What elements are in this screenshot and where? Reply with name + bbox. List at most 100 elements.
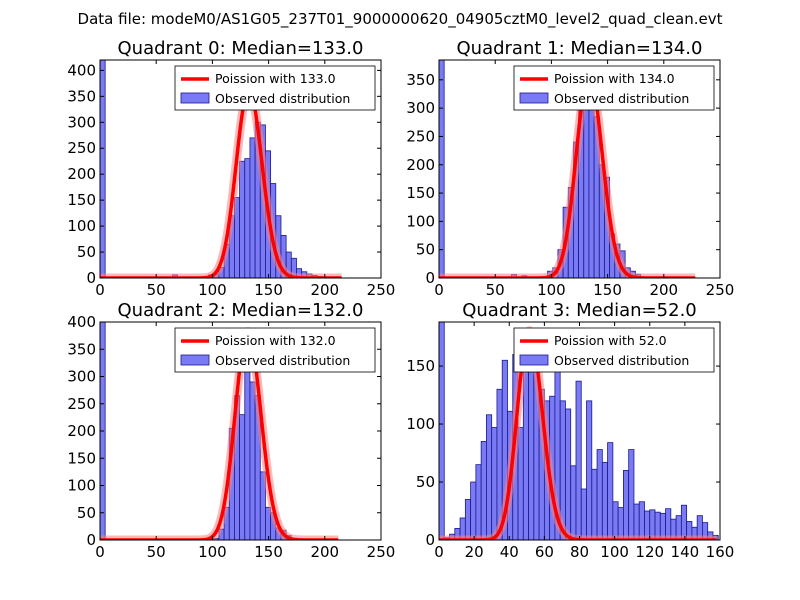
- histogram-bar: [575, 380, 582, 540]
- histogram-bar: [517, 427, 524, 540]
- y-tick-label: 0: [86, 269, 96, 287]
- histogram-bar: [607, 442, 614, 540]
- x-tick-label: 0: [434, 543, 444, 561]
- x-tick-label: 60: [535, 543, 554, 561]
- y-tick-label: 150: [67, 191, 96, 209]
- y-tick-label: 50: [416, 241, 435, 259]
- x-tick-label: 120: [635, 543, 664, 561]
- legend-observed-swatch: [519, 354, 549, 366]
- histogram-bar: [239, 160, 246, 278]
- y-tick-label: 300: [406, 99, 435, 117]
- x-tick-label: 150: [593, 281, 622, 299]
- x-tick-label: 150: [254, 281, 283, 299]
- plot-frame: [438, 59, 721, 279]
- histogram-bar: [702, 522, 709, 540]
- y-tick-label: 350: [67, 87, 96, 105]
- histogram-bar: [528, 359, 535, 540]
- panel-quadrant-0: Quadrant 0: Median=133.0 0 50 100 150 200 250 0…: [67, 38, 395, 299]
- y-tick-label: 250: [406, 127, 435, 145]
- figure-suptitle: Data file: modeM0/AS1G05_237T01_90000006…: [78, 10, 723, 29]
- y-tick-label: 200: [67, 165, 96, 183]
- plot-frame: [99, 59, 382, 279]
- legend-poisson-label: Poission with 132.0: [215, 333, 336, 348]
- legend: Poission with 132.0 Observed distribution: [174, 327, 376, 373]
- y-tick-label: 0: [86, 531, 96, 549]
- y-tick-label: 100: [67, 477, 96, 495]
- x-tick-label: 200: [649, 281, 678, 299]
- legend-observed-swatch: [180, 92, 210, 104]
- histogram-bar: [439, 322, 445, 540]
- histogram-bar: [588, 87, 595, 278]
- legend: Poission with 133.0 Observed distribution: [174, 65, 376, 111]
- y-tick-label: 0: [425, 531, 435, 549]
- y-tick-label: 150: [406, 357, 435, 375]
- histogram-bar: [522, 363, 529, 540]
- x-tick-label: 100: [537, 281, 566, 299]
- x-tick-label: 50: [147, 281, 166, 299]
- histogram-bar: [480, 441, 487, 540]
- x-tick-label: 200: [310, 543, 339, 561]
- histogram-bar: [638, 501, 645, 540]
- histogram-bar: [680, 504, 688, 540]
- y-tick-label: 200: [406, 156, 435, 174]
- histogram-bar: [633, 503, 640, 540]
- legend-observed-swatch: [180, 354, 210, 366]
- x-tick-label: 80: [570, 543, 589, 561]
- x-tick-label: 250: [706, 281, 735, 299]
- x-tick-label: 100: [198, 281, 227, 299]
- y-tick-label: 100: [67, 217, 96, 235]
- legend-poisson-label: Poission with 133.0: [215, 71, 336, 86]
- y-tick-label: 50: [77, 243, 96, 261]
- histogram-bar: [665, 508, 672, 540]
- x-tick-label: 160: [706, 543, 735, 561]
- x-tick-label: 0: [95, 281, 105, 299]
- histogram-bar: [244, 158, 251, 278]
- y-tick-label: 250: [67, 395, 96, 413]
- histogram-bar: [601, 461, 608, 540]
- x-tick-label: 200: [310, 281, 339, 299]
- legend-poisson-label: Poission with 134.0: [554, 71, 675, 86]
- y-tick-label: 150: [67, 449, 96, 467]
- panel-title: Quadrant 2: Median=132.0: [118, 300, 364, 321]
- histogram-bar: [249, 381, 256, 540]
- x-tick-label: 100: [600, 543, 629, 561]
- y-tick-label: 50: [77, 504, 96, 522]
- legend-observed-swatch: [519, 92, 549, 104]
- histogram-bar: [596, 449, 603, 540]
- x-tick-label: 20: [465, 543, 484, 561]
- x-tick-label: 50: [147, 543, 166, 561]
- y-tick-label: 100: [406, 415, 435, 433]
- panel-title: Quadrant 0: Median=133.0: [118, 38, 364, 59]
- histogram-bar: [617, 507, 624, 540]
- x-tick-label: 150: [254, 543, 283, 561]
- y-tick-label: 100: [406, 212, 435, 230]
- histogram-bar: [464, 499, 472, 540]
- legend-poisson-label: Poission with 52.0: [554, 333, 667, 348]
- y-tick-label: 50: [416, 473, 435, 491]
- panel-quadrant-2: Quadrant 2: Median=132.0 0 50 100 150 200 250 0…: [67, 300, 395, 561]
- legend-observed-label: Observed distribution: [215, 91, 350, 106]
- x-tick-label: 0: [95, 543, 105, 561]
- panel-title: Quadrant 3: Median=52.0: [462, 300, 697, 321]
- legend-observed-label: Observed distribution: [554, 353, 689, 368]
- histogram-bar: [586, 400, 593, 540]
- y-tick-label: 200: [67, 422, 96, 440]
- histogram-bar: [570, 465, 577, 540]
- legend-observed-label: Observed distribution: [554, 91, 689, 106]
- histogram-bar: [580, 488, 587, 540]
- y-tick-label: 150: [406, 184, 435, 202]
- histogram-bar: [565, 408, 572, 540]
- y-tick-label: 400: [67, 61, 96, 79]
- y-tick-label: 300: [67, 368, 96, 386]
- panel-title: Quadrant 1: Median=134.0: [457, 38, 703, 59]
- x-tick-label: 100: [198, 543, 227, 561]
- histogram-bar: [612, 501, 619, 540]
- y-tick-label: 250: [67, 139, 96, 157]
- panel-quadrant-1: Quadrant 1: Median=134.0 0 50 100 150 200 250 0…: [406, 38, 734, 299]
- x-tick-label: 250: [367, 281, 396, 299]
- legend: Poission with 134.0 Observed distribution: [513, 65, 715, 111]
- histogram-bar: [649, 509, 656, 540]
- histogram-bar: [470, 481, 477, 540]
- x-tick-label: 250: [367, 543, 396, 561]
